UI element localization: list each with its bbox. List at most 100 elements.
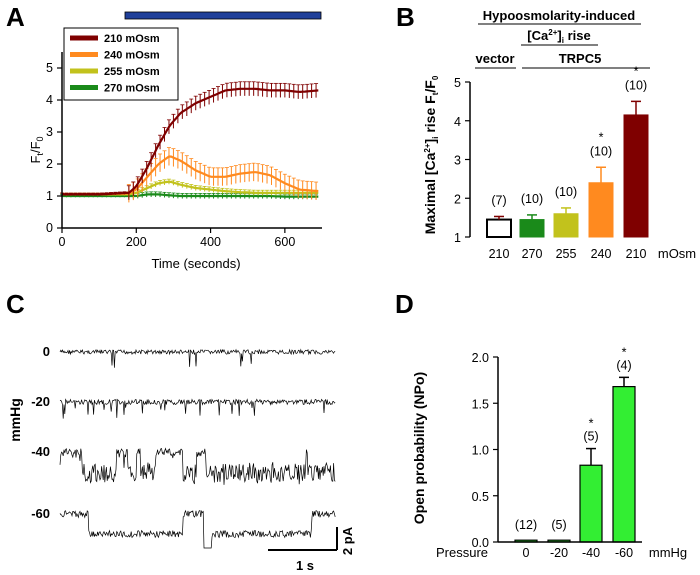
b-bars: (7)210(10)270(10)255(10)*240(10)*210 xyxy=(486,64,649,261)
panel-letter-b: B xyxy=(396,2,415,32)
b-n-label: (7) xyxy=(491,193,506,207)
b-yl-p2: ] xyxy=(422,139,438,144)
d-bars: (12)0(5)-20(5)*-40(4)*-60 xyxy=(514,345,636,560)
c-trace-label: -40 xyxy=(31,444,50,459)
d-category-label: -20 xyxy=(550,546,568,560)
c-trace xyxy=(59,398,336,419)
d-category-label: -40 xyxy=(582,546,600,560)
c-trace xyxy=(59,447,336,485)
a-series-line xyxy=(62,155,319,196)
a-xtick-label: 200 xyxy=(126,235,147,249)
a-legend-label: 270 mOsm xyxy=(104,83,160,95)
b-category-label: 255 xyxy=(556,247,577,261)
d-category-label: 0 xyxy=(523,546,530,560)
d-n-label: (12) xyxy=(515,518,537,532)
b-n-label: (10) xyxy=(555,185,577,199)
d-ytick-label: 2.0 xyxy=(472,351,489,365)
b-yl-p3: rise F xyxy=(422,95,438,137)
b-title-l2-sub: i xyxy=(562,36,564,45)
c-scale-time-label: 1 s xyxy=(296,558,314,573)
b-title-l2-pre: [Ca xyxy=(527,28,549,43)
c-trace xyxy=(59,509,336,549)
c-y-label: mmHg xyxy=(7,398,23,442)
d-category-label: -60 xyxy=(615,546,633,560)
a-series-group xyxy=(60,81,319,203)
d-ytick-label: 1.5 xyxy=(472,397,489,411)
a-y-label-f: F xyxy=(28,156,43,164)
d-x-prefix: Pressure xyxy=(436,545,488,560)
b-title-l2-sup: 2+ xyxy=(548,28,557,37)
b-bar xyxy=(519,219,545,238)
panel-letter-d: D xyxy=(395,289,414,319)
b-significance: * xyxy=(634,64,639,78)
a-ytick-label: 5 xyxy=(46,61,53,75)
a-xtick-label: 400 xyxy=(200,235,221,249)
b-category-label: 210 xyxy=(489,247,510,261)
b-title-line2: [Ca2+]i rise xyxy=(527,28,590,45)
b-bar xyxy=(588,182,614,238)
a-y-label-sub-t: t xyxy=(35,153,45,156)
d-ticks: 0.0 0.5 1.0 1.5 2.0 xyxy=(472,351,642,550)
panel-letter-c: C xyxy=(6,289,25,319)
d-y-label: Open probability (NPo) xyxy=(411,372,427,524)
d-n-label: (5) xyxy=(551,518,566,532)
a-legend: 210 mOsm 240 mOsm 255 mOsm 270 mOsm xyxy=(63,27,179,101)
b-unit-label: mOsm xyxy=(658,246,696,261)
b-yl-p1: Maximal [Ca xyxy=(422,152,438,234)
b-n-label: (10) xyxy=(590,144,612,158)
b-bar xyxy=(486,218,512,238)
b-group-trpc5: TRPC5 xyxy=(559,51,602,66)
b-ticks: 1 2 3 4 5 xyxy=(454,76,470,245)
d-n-label: (4) xyxy=(616,358,631,372)
panel-c-traces: 0 -20 -40 -60 mmHg 1 s 2 pA xyxy=(7,344,355,573)
b-yl-sup: 2+ xyxy=(423,143,432,152)
a-ytick-label: 1 xyxy=(46,189,53,203)
b-ytick-label: 4 xyxy=(454,115,461,129)
c-trace-labels: 0 -20 -40 -60 xyxy=(31,344,50,521)
a-xtick-label: 0 xyxy=(59,235,66,249)
panel-letter-a: A xyxy=(6,2,25,32)
b-yl-sub2: t xyxy=(431,92,440,95)
b-title-l2-post: ] xyxy=(557,28,561,43)
d-bar xyxy=(579,464,603,543)
a-legend-label: 240 mOsm xyxy=(104,50,160,62)
b-n-label: (10) xyxy=(521,192,543,206)
b-category-label: 210 xyxy=(626,247,647,261)
panel-b-chart: Hypoosmolarity-induced [Ca2+]i rise vect… xyxy=(422,8,696,261)
d-significance: * xyxy=(622,345,627,359)
panel-d-chart: (12)0(5)-20(5)*-40(4)*-60 0.00.51.01.52.… xyxy=(411,345,687,560)
d-ytick-label: 0.0 xyxy=(472,536,489,550)
b-category-label: 270 xyxy=(522,247,543,261)
b-bar xyxy=(553,213,579,238)
b-yl-sub3: 0 xyxy=(431,75,440,80)
a-ytick-label: 2 xyxy=(46,157,53,171)
a-series-0 xyxy=(60,81,319,200)
a-y-label: Ft/F0 xyxy=(28,136,45,163)
c-scale-current-label: 2 pA xyxy=(340,526,355,555)
a-legend-label: 210 mOsm xyxy=(104,33,160,45)
a-legend-label: 255 mOsm xyxy=(104,66,160,78)
d-bar xyxy=(612,386,636,543)
c-trace-label: 0 xyxy=(43,344,50,359)
a-ytick-label: 3 xyxy=(46,125,53,139)
b-title-l2-end: rise xyxy=(564,28,591,43)
d-unit-label: mmHg xyxy=(649,545,687,560)
b-bar xyxy=(623,114,649,238)
b-group-vector: vector xyxy=(475,51,514,66)
d-ytick-label: 1.0 xyxy=(472,444,489,458)
b-n-label: (10) xyxy=(625,78,647,92)
b-category-label: 240 xyxy=(591,247,612,261)
a-series-line xyxy=(62,180,319,196)
b-yl-p4: /F xyxy=(422,80,438,93)
b-ytick-label: 5 xyxy=(454,76,461,90)
c-traces xyxy=(59,348,336,549)
a-ticks: 0 200 400 600 0 1 2 3 4 5 xyxy=(46,61,295,249)
stimulus-bar xyxy=(124,11,322,20)
b-yl-sub1: i xyxy=(431,137,440,139)
a-series-line xyxy=(62,193,319,198)
d-n-label: (5) xyxy=(583,430,598,444)
a-y-label-sub-0: 0 xyxy=(35,136,45,141)
b-y-label: Maximal [Ca2+]i rise Ft/F0 xyxy=(422,75,440,234)
